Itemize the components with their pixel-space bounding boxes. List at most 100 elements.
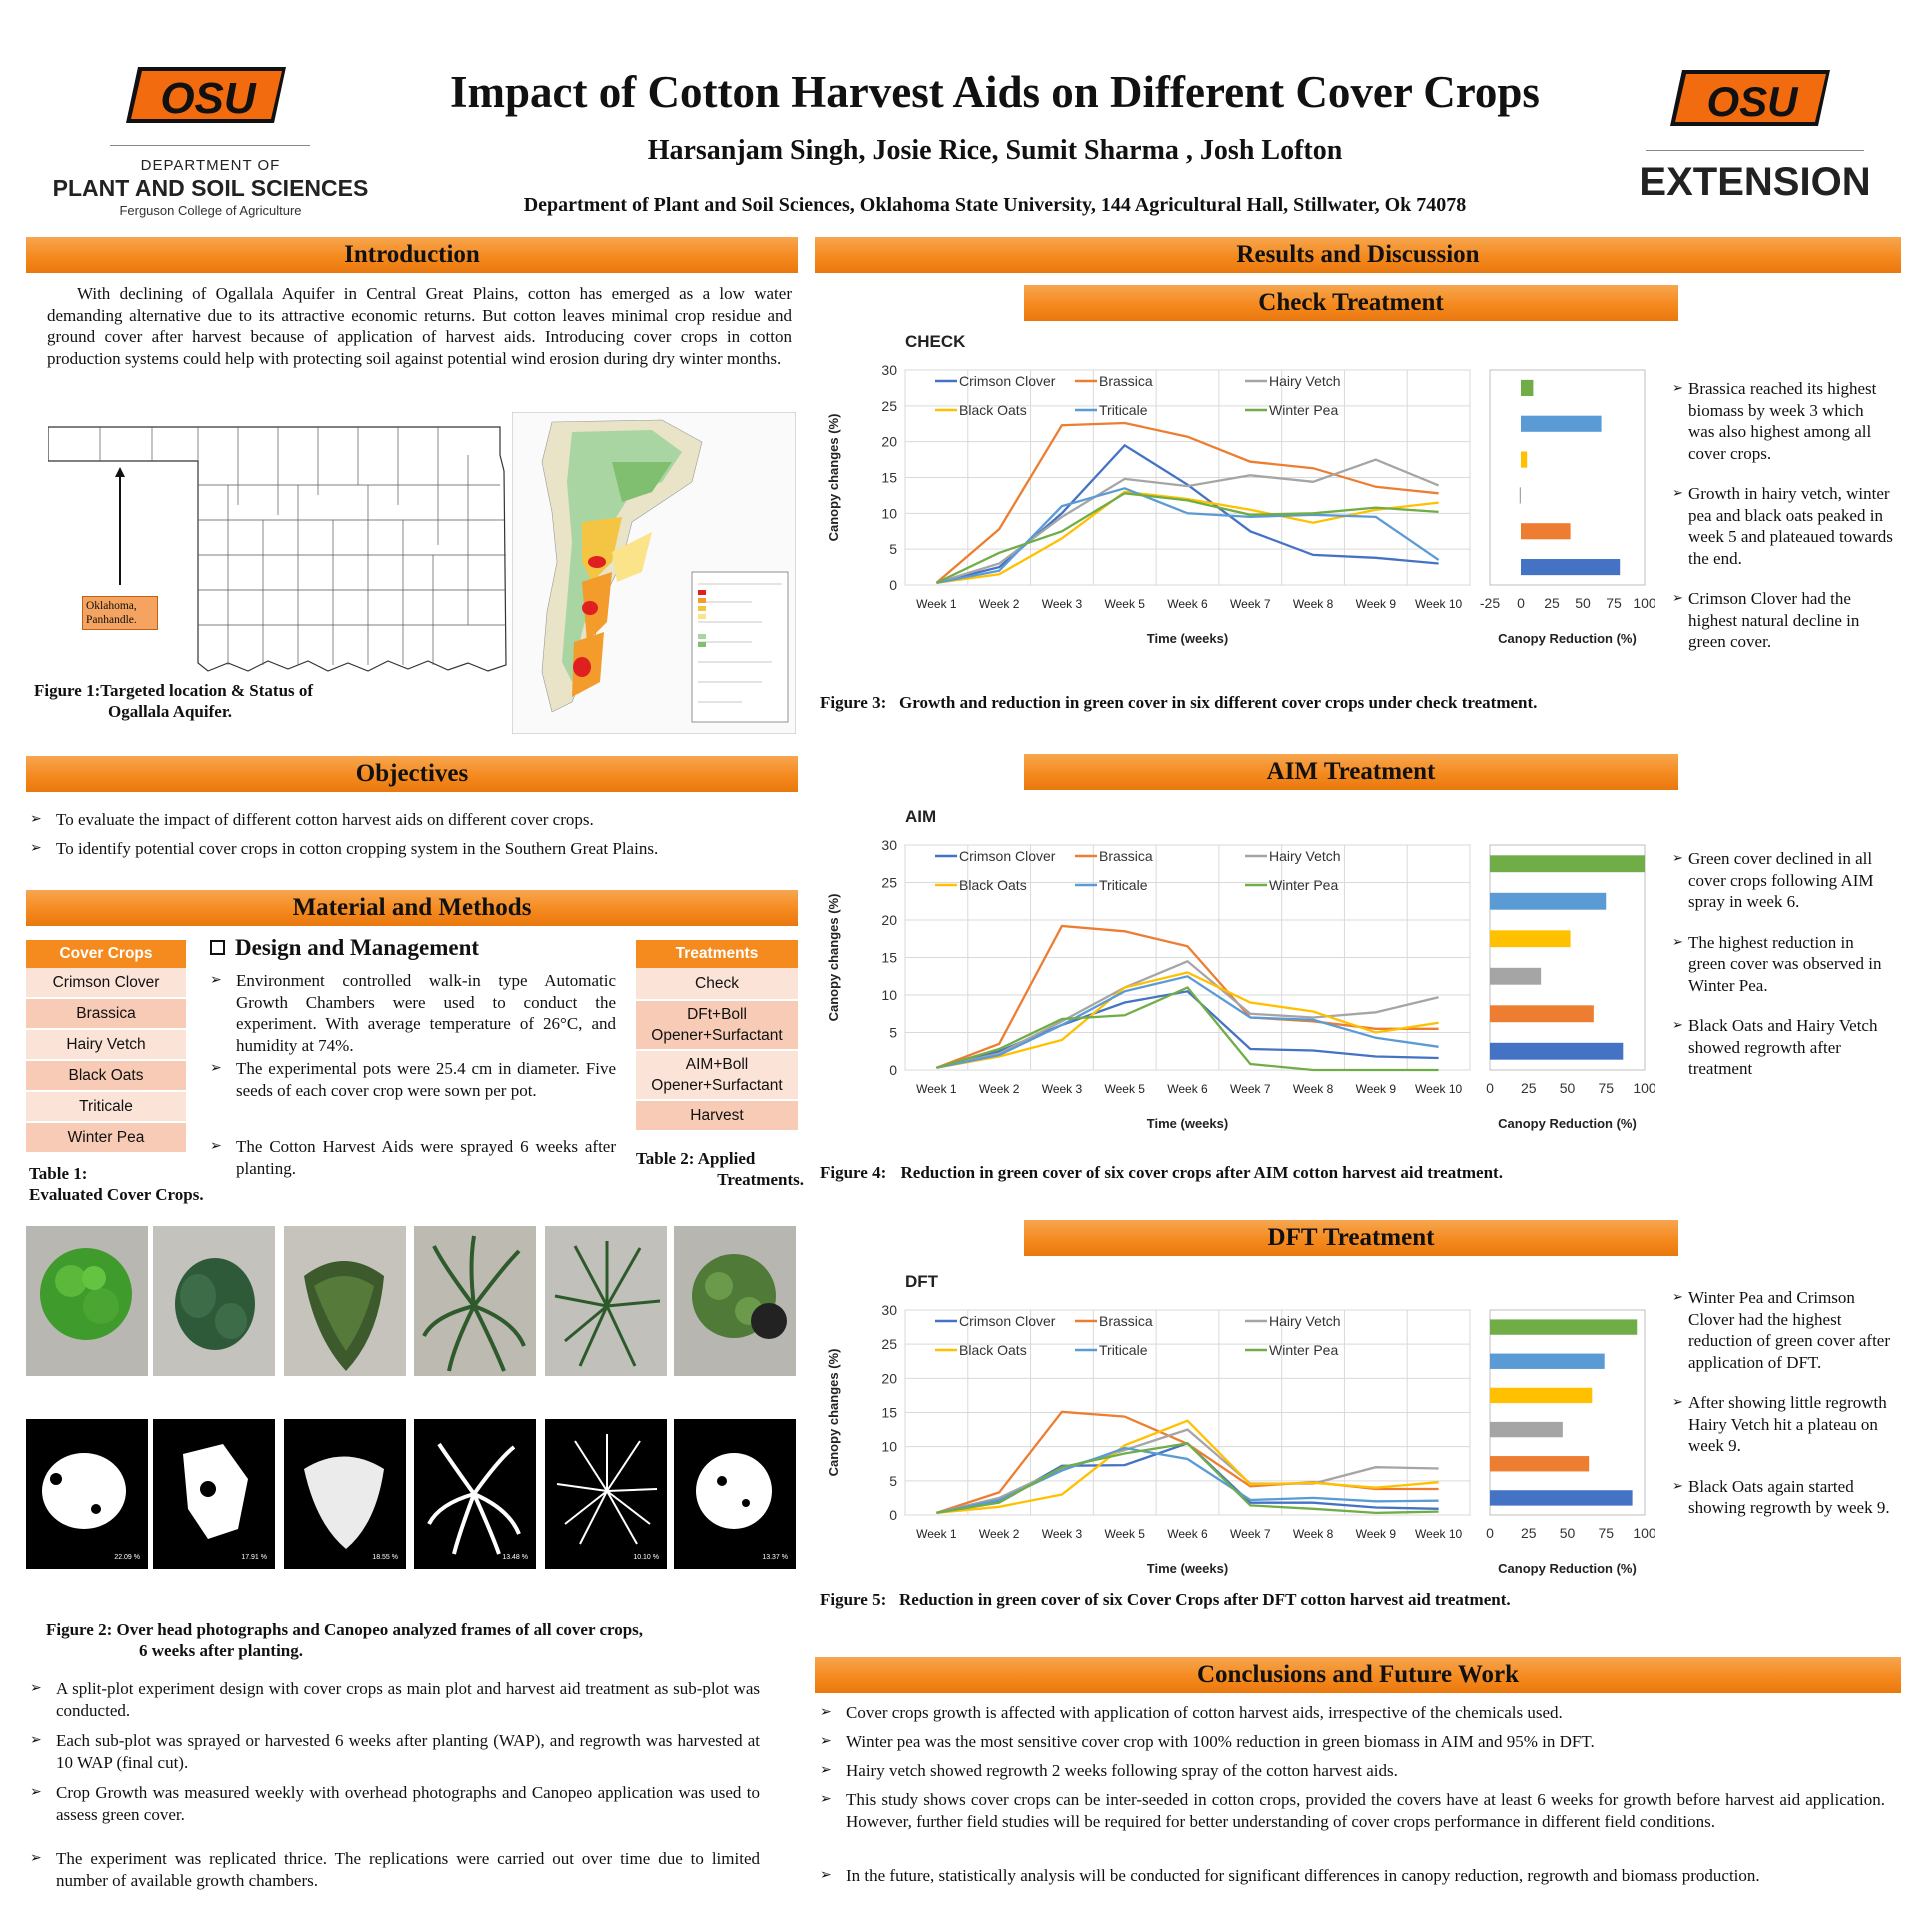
table-row: DFt+Boll Opener+Surfactant xyxy=(636,1001,798,1051)
logo-right: OSU EXTENSION xyxy=(1630,60,1880,210)
canopeo-value: 17.91 % xyxy=(241,1554,267,1561)
photo-crimson-clover xyxy=(26,1226,148,1376)
canopeo-value: 10.10 % xyxy=(633,1554,659,1561)
figure3-caption: Figure 3: Growth and reduction in green … xyxy=(820,693,1538,712)
treatments-table: Treatments Check DFt+Boll Opener+Surfact… xyxy=(636,940,798,1132)
x-tick-label: 25 xyxy=(1521,1525,1537,1541)
y-tick-label: 20 xyxy=(881,912,897,928)
table-row: Triticale xyxy=(26,1092,186,1123)
legend-label: Winter Pea xyxy=(1269,1342,1338,1358)
chart-title: CHECK xyxy=(905,332,966,351)
methods-item-4: The experiment was replicated thrice. Th… xyxy=(30,1848,760,1891)
methods-item-1: A split-plot experiment design with cove… xyxy=(30,1678,760,1721)
series-line xyxy=(936,487,1440,585)
bar xyxy=(1521,451,1528,468)
bar xyxy=(1490,967,1542,985)
table-row: Hairy Vetch xyxy=(26,1030,186,1061)
table-row: Winter Pea xyxy=(26,1123,186,1154)
check-line-chart: CHECK 0 5 10 15 20 25 30 Week 1 Week 2 Week 3 Week … xyxy=(826,332,1471,646)
canopeo-value: 22.09 % xyxy=(114,1554,140,1561)
x-axis-label: Canopy Reduction (%) xyxy=(1498,1116,1637,1131)
y-tick-label: 25 xyxy=(881,1336,897,1352)
dft-line-chart: DFT 0 5 10 15 20 25 30 Week 1 Week 2 Week 3 Week 5 W… xyxy=(826,1272,1471,1576)
svg-text:OSU: OSU xyxy=(160,74,257,123)
x-tick-label: Week 8 xyxy=(1293,1527,1334,1541)
table-row: Check xyxy=(636,968,798,1001)
x-tick-label: Week 9 xyxy=(1356,1527,1397,1541)
photo-black-oats xyxy=(414,1226,536,1376)
figure1-caption-line1: Figure 1:Targeted location & Status of xyxy=(34,681,314,700)
x-tick-label: 50 xyxy=(1560,1080,1576,1096)
x-tick-label: Week 7 xyxy=(1230,597,1271,611)
extension-word: EXTENSION xyxy=(1639,160,1871,204)
series-line xyxy=(935,492,1439,584)
introduction-text: With declining of Ogallala Aquifer in Ce… xyxy=(47,284,792,368)
canopeo-frame: 18.55 % xyxy=(284,1419,406,1569)
x-tick-label: Week 2 xyxy=(979,1527,1020,1541)
x-tick-label: Week 7 xyxy=(1230,1527,1271,1541)
canopeo-value: 13.37 % xyxy=(762,1554,788,1561)
methods-heading: Material and Methods xyxy=(26,890,798,926)
canopeo-frame: 22.09 % xyxy=(26,1419,148,1569)
x-tick-label: 50 xyxy=(1575,595,1591,611)
legend-label: Black Oats xyxy=(959,402,1027,418)
y-tick-label: 15 xyxy=(881,950,897,966)
y-tick-label: 30 xyxy=(881,1302,897,1318)
canopeo-frame: 13.37 % xyxy=(674,1419,796,1569)
x-tick-label: Week 5 xyxy=(1104,597,1145,611)
x-axis-label: Canopy Reduction (%) xyxy=(1498,1561,1637,1576)
cover-crops-table-header: Cover Crops xyxy=(26,940,186,968)
note-item: Crimson Clover had the highest natural d… xyxy=(1672,588,1894,653)
legend-label: Black Oats xyxy=(959,877,1027,893)
y-tick-label: 5 xyxy=(889,541,897,557)
legend-label: Crimson Clover xyxy=(959,373,1056,389)
methods-item-2: Each sub-plot was sprayed or harvested 6… xyxy=(30,1730,760,1773)
y-tick-label: 10 xyxy=(881,1439,897,1455)
bar xyxy=(1490,892,1607,910)
series-line xyxy=(935,421,1439,584)
design-item-3: The Cotton Harvest Aids were sprayed 6 w… xyxy=(210,1136,616,1179)
y-tick-label: 30 xyxy=(881,362,897,378)
x-tick-label: 100 xyxy=(1633,1080,1655,1096)
x-tick-label: Week 6 xyxy=(1167,1527,1208,1541)
series-line xyxy=(936,490,1439,585)
x-tick-label: Week 2 xyxy=(979,1082,1020,1096)
y-tick-label: 10 xyxy=(881,505,897,521)
svg-text:OSU: OSU xyxy=(1706,78,1799,125)
canopeo-value: 18.55 % xyxy=(372,1554,398,1561)
table-row: Brassica xyxy=(26,999,186,1030)
figure1-caption: Figure 1:Targeted location & Status of O… xyxy=(34,680,414,722)
series-line xyxy=(936,1419,1439,1515)
x-tick-label: Week 3 xyxy=(1042,597,1083,611)
logo-left: OSU DEPARTMENT OF PLANT AND SOIL SCIENCE… xyxy=(38,55,383,225)
note-item: Green cover declined in all cover crops … xyxy=(1672,848,1894,913)
cover-crops-table: Cover Crops Crimson Clover Brassica Hair… xyxy=(26,940,186,1154)
objective-item-1: To evaluate the impact of different cott… xyxy=(30,809,790,831)
x-tick-label: 0 xyxy=(1517,595,1525,611)
y-axis-label: Canopy changes (%) xyxy=(826,414,841,542)
plot-area xyxy=(1489,844,1646,1071)
design-heading: Design and Management xyxy=(210,935,479,961)
table1-caption-line2: Evaluated Cover Crops. xyxy=(29,1185,204,1204)
bar xyxy=(1490,855,1645,873)
photo-winter-pea xyxy=(674,1226,796,1376)
x-tick-label: 25 xyxy=(1521,1080,1537,1096)
note-item: Winter Pea and Crimson Clover had the hi… xyxy=(1672,1287,1894,1373)
plot-area xyxy=(1489,369,1646,586)
figure4-caption-text: Reduction in green cover of six cover cr… xyxy=(900,1163,1503,1182)
figure4-caption-label: Figure 4: xyxy=(820,1163,887,1182)
x-tick-label: 100 xyxy=(1633,595,1655,611)
bar xyxy=(1490,1042,1624,1060)
legend-label: Black Oats xyxy=(959,1342,1027,1358)
plot-area xyxy=(1489,1309,1646,1516)
figure5-caption: Figure 5: Reduction in green cover of si… xyxy=(820,1590,1511,1609)
logo-divider xyxy=(110,145,310,146)
figure2-caption: Figure 2: Over head photographs and Cano… xyxy=(46,1619,796,1661)
table-row: Crimson Clover xyxy=(26,968,186,999)
x-tick-label: 75 xyxy=(1598,1080,1614,1096)
canopeo-value: 13.48 % xyxy=(502,1554,528,1561)
conclusions-heading: Conclusions and Future Work xyxy=(815,1657,1901,1693)
series-line xyxy=(936,971,1439,1069)
bar xyxy=(1521,523,1571,540)
bar xyxy=(1521,559,1621,576)
